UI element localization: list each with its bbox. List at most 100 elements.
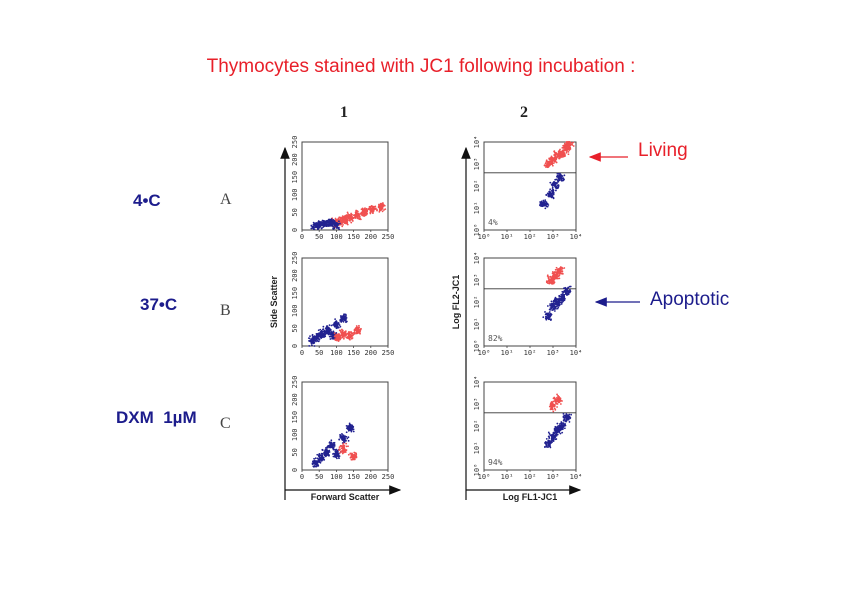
data-point (555, 402, 558, 405)
data-point (554, 157, 557, 160)
data-point (347, 436, 350, 439)
data-point (338, 218, 340, 221)
data-point (555, 156, 558, 159)
data-point (348, 213, 351, 216)
data-point (324, 455, 327, 458)
data-point (552, 188, 555, 191)
data-point (324, 335, 326, 338)
data-point (564, 420, 567, 422)
y-tick-label: 10³ (473, 398, 481, 411)
y-tick-label: 50 (291, 324, 299, 332)
data-point (559, 429, 561, 432)
y-tick-label: 200 (291, 153, 299, 166)
data-point (314, 461, 317, 465)
data-point (358, 331, 361, 334)
data-point (563, 297, 566, 300)
data-point (565, 413, 568, 415)
data-point (335, 452, 338, 456)
data-point (544, 166, 547, 168)
data-point (341, 315, 343, 318)
data-point (562, 412, 565, 415)
data-point (547, 442, 550, 445)
data-point (356, 217, 359, 220)
x-tick-label: 10¹ (501, 349, 514, 357)
data-point (337, 222, 340, 225)
data-point (340, 435, 343, 438)
data-point (352, 454, 355, 458)
data-point (330, 221, 333, 225)
x-tick-label: 150 (347, 349, 360, 357)
panel-frame-1c (301, 381, 389, 471)
data-point (549, 275, 552, 278)
y-tick-label: 10² (473, 180, 481, 193)
data-point (361, 214, 364, 217)
data-point (569, 289, 571, 292)
series-1 (545, 266, 566, 285)
data-point (553, 397, 556, 400)
data-point (549, 278, 552, 282)
y-tick-label: 200 (291, 393, 299, 406)
data-point (342, 437, 345, 440)
x-tick-label: 150 (347, 233, 360, 241)
data-point (550, 183, 553, 186)
data-point (328, 454, 330, 457)
data-point (567, 153, 570, 156)
data-point (551, 402, 554, 405)
series-2 (542, 285, 572, 321)
data-point (562, 287, 565, 290)
data-point (551, 435, 555, 439)
data-point (556, 182, 559, 184)
data-point (350, 456, 353, 459)
data-point (561, 424, 564, 428)
y-tick-label: 100 (291, 304, 299, 317)
data-point (338, 226, 340, 229)
data-point (313, 462, 316, 465)
data-point (323, 219, 325, 222)
data-point (545, 203, 548, 206)
data-point (556, 155, 559, 158)
living-annotation: Living (638, 140, 688, 161)
data-point (567, 290, 570, 292)
data-point (559, 153, 562, 156)
data-point (313, 345, 316, 347)
data-point (566, 414, 569, 417)
data-point (328, 218, 331, 221)
data-point (338, 438, 341, 441)
data-point (352, 458, 355, 460)
data-point (552, 300, 555, 303)
data-point (339, 216, 342, 219)
data-point (339, 451, 342, 454)
data-point (338, 457, 340, 460)
data-point (567, 143, 571, 146)
data-point (323, 331, 326, 334)
data-point (326, 453, 329, 456)
data-point (332, 225, 334, 228)
data-point (352, 430, 355, 433)
y-tick-label: 10³ (473, 158, 481, 171)
series-1 (311, 422, 355, 468)
data-point (551, 278, 554, 281)
data-point (557, 277, 559, 280)
data-point (556, 187, 559, 189)
data-point (310, 224, 313, 227)
data-point (382, 202, 384, 205)
data-point (331, 332, 334, 335)
series-1 (307, 313, 348, 347)
series-2 (333, 324, 362, 342)
panel-1c: 0 50 100 150 200 250 0 50 100 150 200 250 Forward Sc… (291, 376, 394, 502)
data-point (566, 293, 569, 296)
data-point (553, 405, 556, 408)
data-point (355, 325, 358, 327)
data-point (559, 156, 562, 159)
data-point (552, 193, 555, 196)
data-point (326, 325, 329, 327)
data-point (378, 206, 380, 209)
data-point (347, 445, 349, 448)
data-point (348, 422, 351, 425)
data-point (558, 176, 562, 179)
data-point (327, 333, 330, 336)
data-point (344, 221, 347, 224)
apoptotic-annotation: Apoptotic (650, 289, 730, 310)
data-point (554, 155, 556, 157)
data-point (343, 450, 345, 453)
